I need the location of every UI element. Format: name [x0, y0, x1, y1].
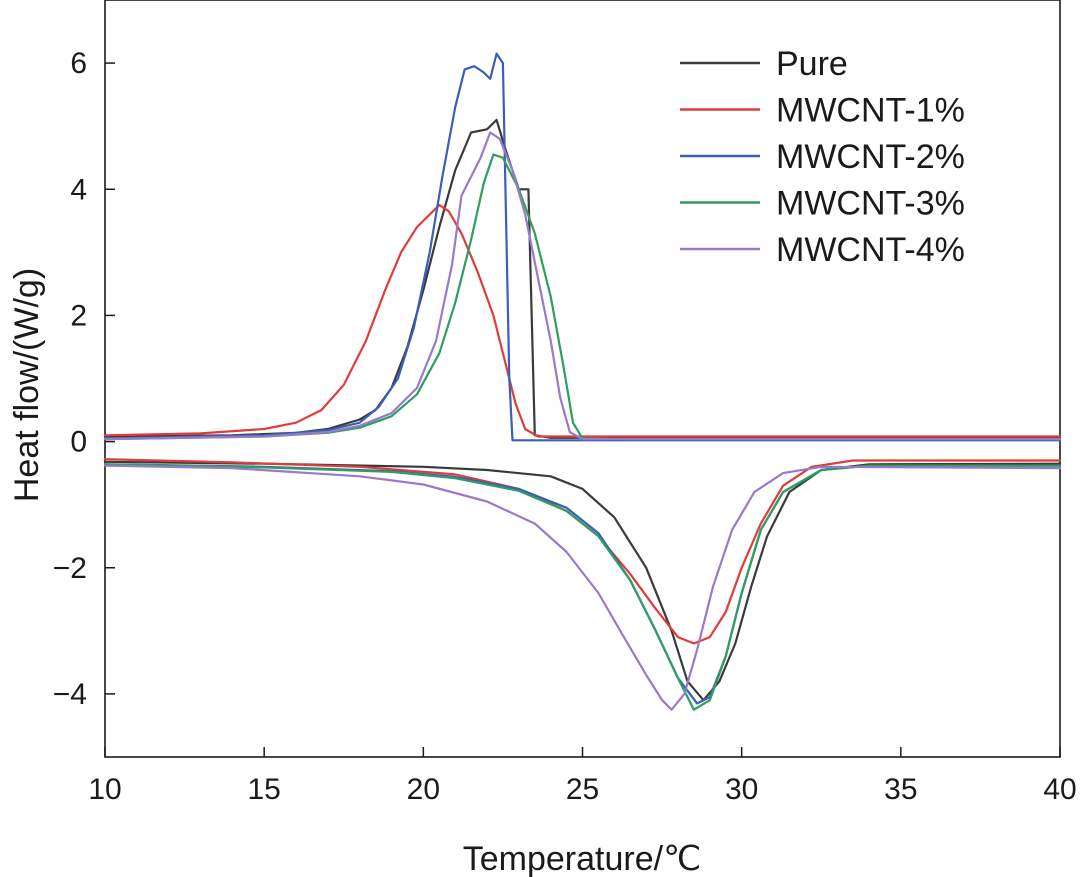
series-line-mwcnt-2-melting [103, 463, 1062, 705]
x-tick-label: 20 [407, 773, 440, 806]
legend-label: MWCNT-3% [776, 185, 965, 223]
series-line-mwcnt-3-melting [103, 463, 1062, 711]
x-tick-label: 35 [884, 773, 917, 806]
legend: Pure MWCNT-1% MWCNT-2% MWCNT-3% MWCNT-4% [680, 45, 965, 269]
legend-label: Pure [776, 45, 848, 83]
series-line-pure-crystallization [103, 118, 1062, 439]
x-tick-label: 30 [725, 773, 758, 806]
legend-label: MWCNT-1% [776, 92, 965, 130]
x-tick-label: 15 [247, 773, 280, 806]
y-tick-label: −4 [53, 678, 87, 711]
legend-label: MWCNT-4% [776, 231, 965, 269]
y-tick-label: 4 [70, 173, 87, 206]
series-line-mwcnt-4-melting [103, 464, 1062, 711]
series-line-mwcnt-4-crystallization [103, 131, 1062, 441]
series-layer [103, 52, 1062, 711]
series-line-mwcnt-1-melting [103, 458, 1062, 645]
x-tick-label: 40 [1043, 773, 1076, 806]
x-tick-label: 10 [88, 773, 121, 806]
y-tick-label: 0 [70, 426, 87, 459]
legend-label: MWCNT-2% [776, 138, 965, 176]
series-line-mwcnt-1-crystallization [103, 203, 1062, 438]
series-line-mwcnt-3-crystallization [103, 153, 1062, 441]
series-line-mwcnt-2-crystallization [103, 52, 1062, 442]
x-axis-title: Temperature/℃ [463, 840, 702, 877]
y-tick-label: 6 [70, 47, 87, 80]
series-line-pure-melting [103, 460, 1062, 702]
y-axis-title: Heat flow/(W/g) [8, 268, 46, 502]
x-tick-label: 25 [566, 773, 599, 806]
y-tick-label: 2 [70, 299, 87, 332]
y-axis: −4 −2 0 2 4 6 [53, 47, 115, 711]
y-tick-label: −2 [53, 552, 87, 585]
x-axis: 10 15 20 25 30 35 40 [88, 747, 1077, 806]
